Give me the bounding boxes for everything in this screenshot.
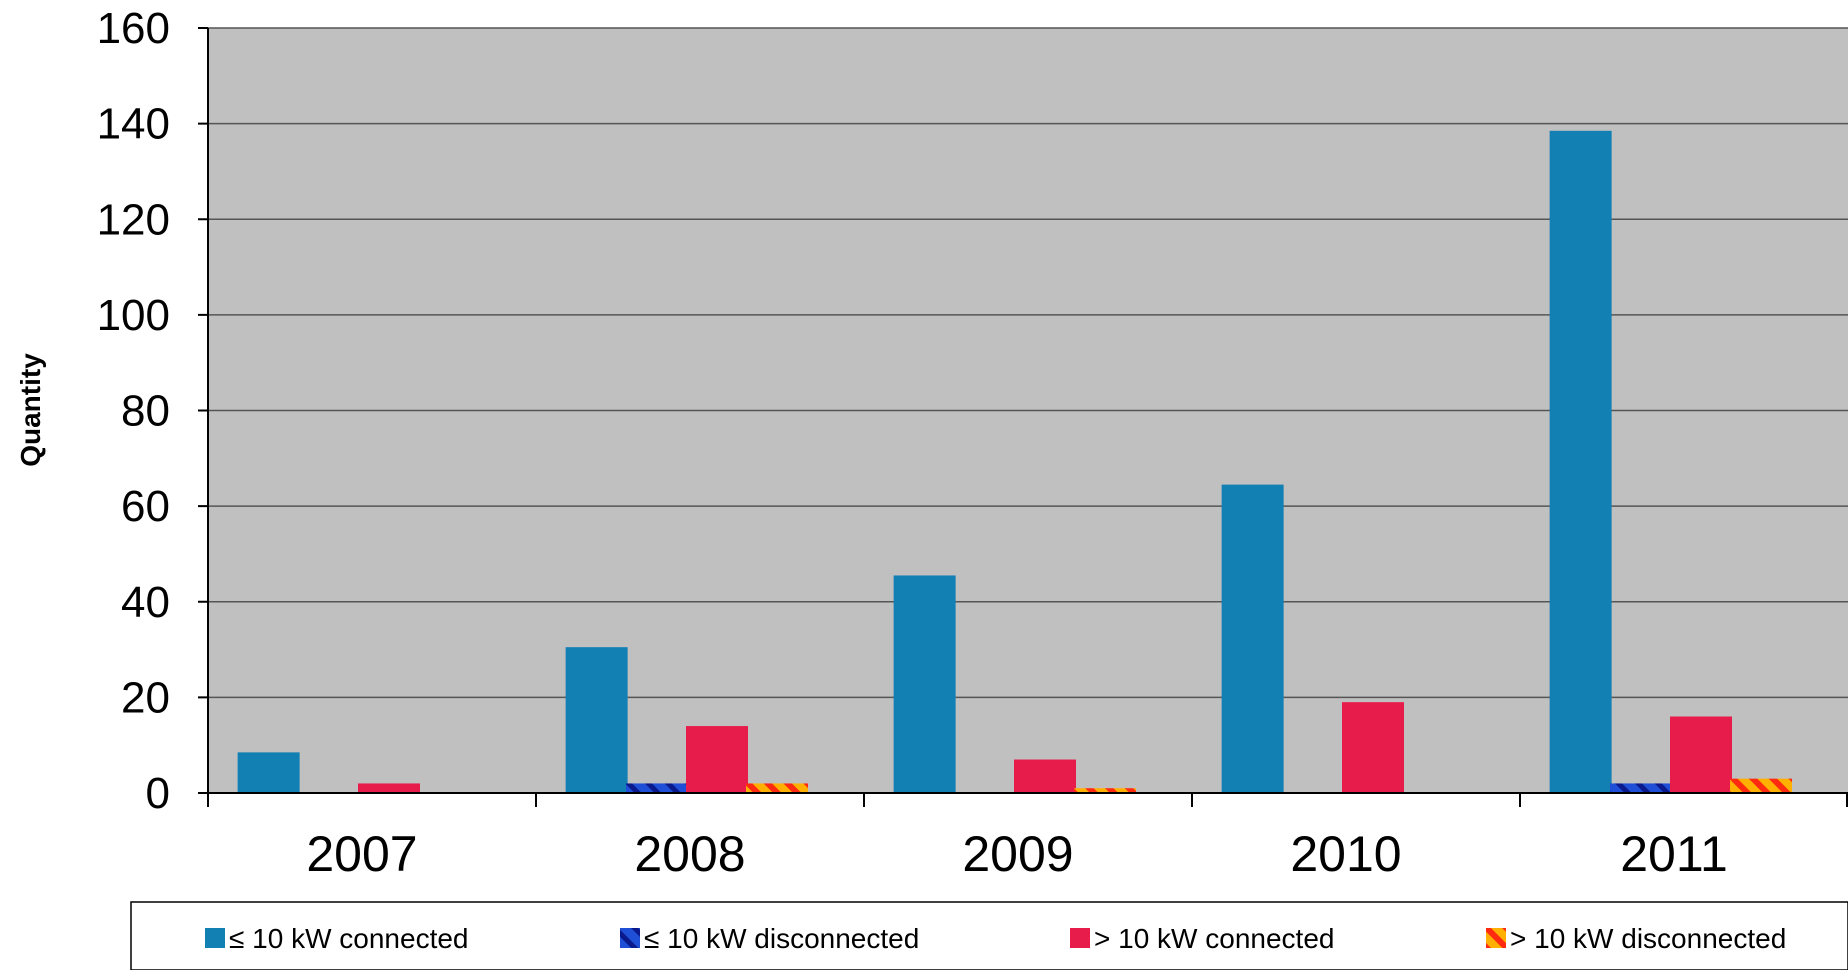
legend-label: ≤ 10 kW connected <box>229 923 469 954</box>
y-tick-label: 0 <box>146 769 170 818</box>
bars <box>237 130 1793 793</box>
grid-lines <box>208 27 1848 699</box>
y-tick-label: 80 <box>121 387 170 436</box>
bar-2011-series-2 <box>1670 716 1732 793</box>
legend-label: > 10 kW connected <box>1094 923 1334 954</box>
bar-2010-series-2 <box>1342 702 1404 793</box>
bar-2008-series-1 <box>625 783 688 793</box>
legend-swatch <box>1070 928 1090 948</box>
bar-2009-series-3 <box>1074 788 1137 793</box>
bar-2007-series-2 <box>358 783 420 793</box>
legend-box <box>130 901 1848 970</box>
legend-swatch <box>1486 928 1506 948</box>
legend-label: > 10 kW disconnected <box>1510 923 1786 954</box>
x-tick-label: 2007 <box>306 826 417 882</box>
bar-2011-series-0 <box>1549 130 1612 793</box>
y-tick-label: 60 <box>121 482 170 531</box>
bar-2009-series-2 <box>1014 759 1076 793</box>
x-tick-label: 2010 <box>1290 826 1401 882</box>
y-tick-label: 120 <box>97 195 170 244</box>
x-tick-label: 2008 <box>634 826 745 882</box>
x-tick-label: 2011 <box>1620 826 1728 882</box>
x-tick-label: 2009 <box>962 826 1073 882</box>
y-tick-label: 40 <box>121 578 170 627</box>
bar-2010-series-0 <box>1221 484 1284 793</box>
y-tick-label: 140 <box>97 100 170 149</box>
y-tick-label: 20 <box>121 673 170 722</box>
bar-2008-series-2 <box>686 726 748 793</box>
bar-2007-series-0 <box>237 752 300 793</box>
y-tick-label: 160 <box>97 4 170 53</box>
legend: ≤ 10 kW connected ≤ 10 kW disconnected > 1… <box>130 901 1848 970</box>
bar-2009-series-0 <box>893 575 956 793</box>
tick-labels: 0 20 40 60 80 100 120 140 160 2007 2008 2009 2010 201… <box>97 4 1848 882</box>
y-tick-label: 100 <box>97 291 170 340</box>
legend-label: ≤ 10 kW disconnected <box>644 923 919 954</box>
bar-2008-series-0 <box>565 647 628 793</box>
bar-2011-series-1 <box>1609 783 1672 793</box>
legend-swatch <box>620 928 640 948</box>
bar-2011-series-3 <box>1730 778 1793 793</box>
y-axis-label: Quantity <box>15 353 46 467</box>
legend-swatch <box>205 928 225 948</box>
bar-2008-series-3 <box>746 783 809 793</box>
